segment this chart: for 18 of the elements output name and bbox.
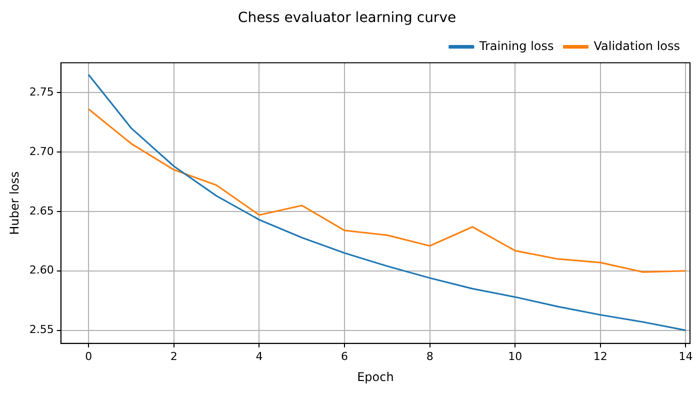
x-tick-label: 2: [170, 350, 178, 363]
y-tick-label: 2.70: [29, 144, 54, 158]
y-tick-label: 2.55: [29, 323, 54, 336]
x-tick-label: 0: [85, 350, 92, 363]
x-tick-label: 8: [426, 350, 434, 363]
x-tick-label: 12: [593, 350, 608, 363]
legend-label: Training loss: [478, 38, 554, 53]
x-axis-title: Epoch: [357, 370, 394, 384]
y-tick-label: 2.75: [29, 85, 54, 98]
x-tick-label: 6: [341, 350, 348, 363]
y-tick-label: 2.60: [29, 264, 54, 277]
x-tick-label: 4: [256, 350, 263, 363]
legend-label: Validation loss: [594, 38, 680, 53]
x-tick-label: 10: [508, 350, 522, 363]
x-tick-label: 14: [678, 350, 693, 363]
chart-title: Chess evaluator learning curve: [238, 10, 456, 26]
y-tick-label: 2.65: [29, 204, 54, 218]
y-axis-title: Huber loss: [7, 171, 22, 235]
